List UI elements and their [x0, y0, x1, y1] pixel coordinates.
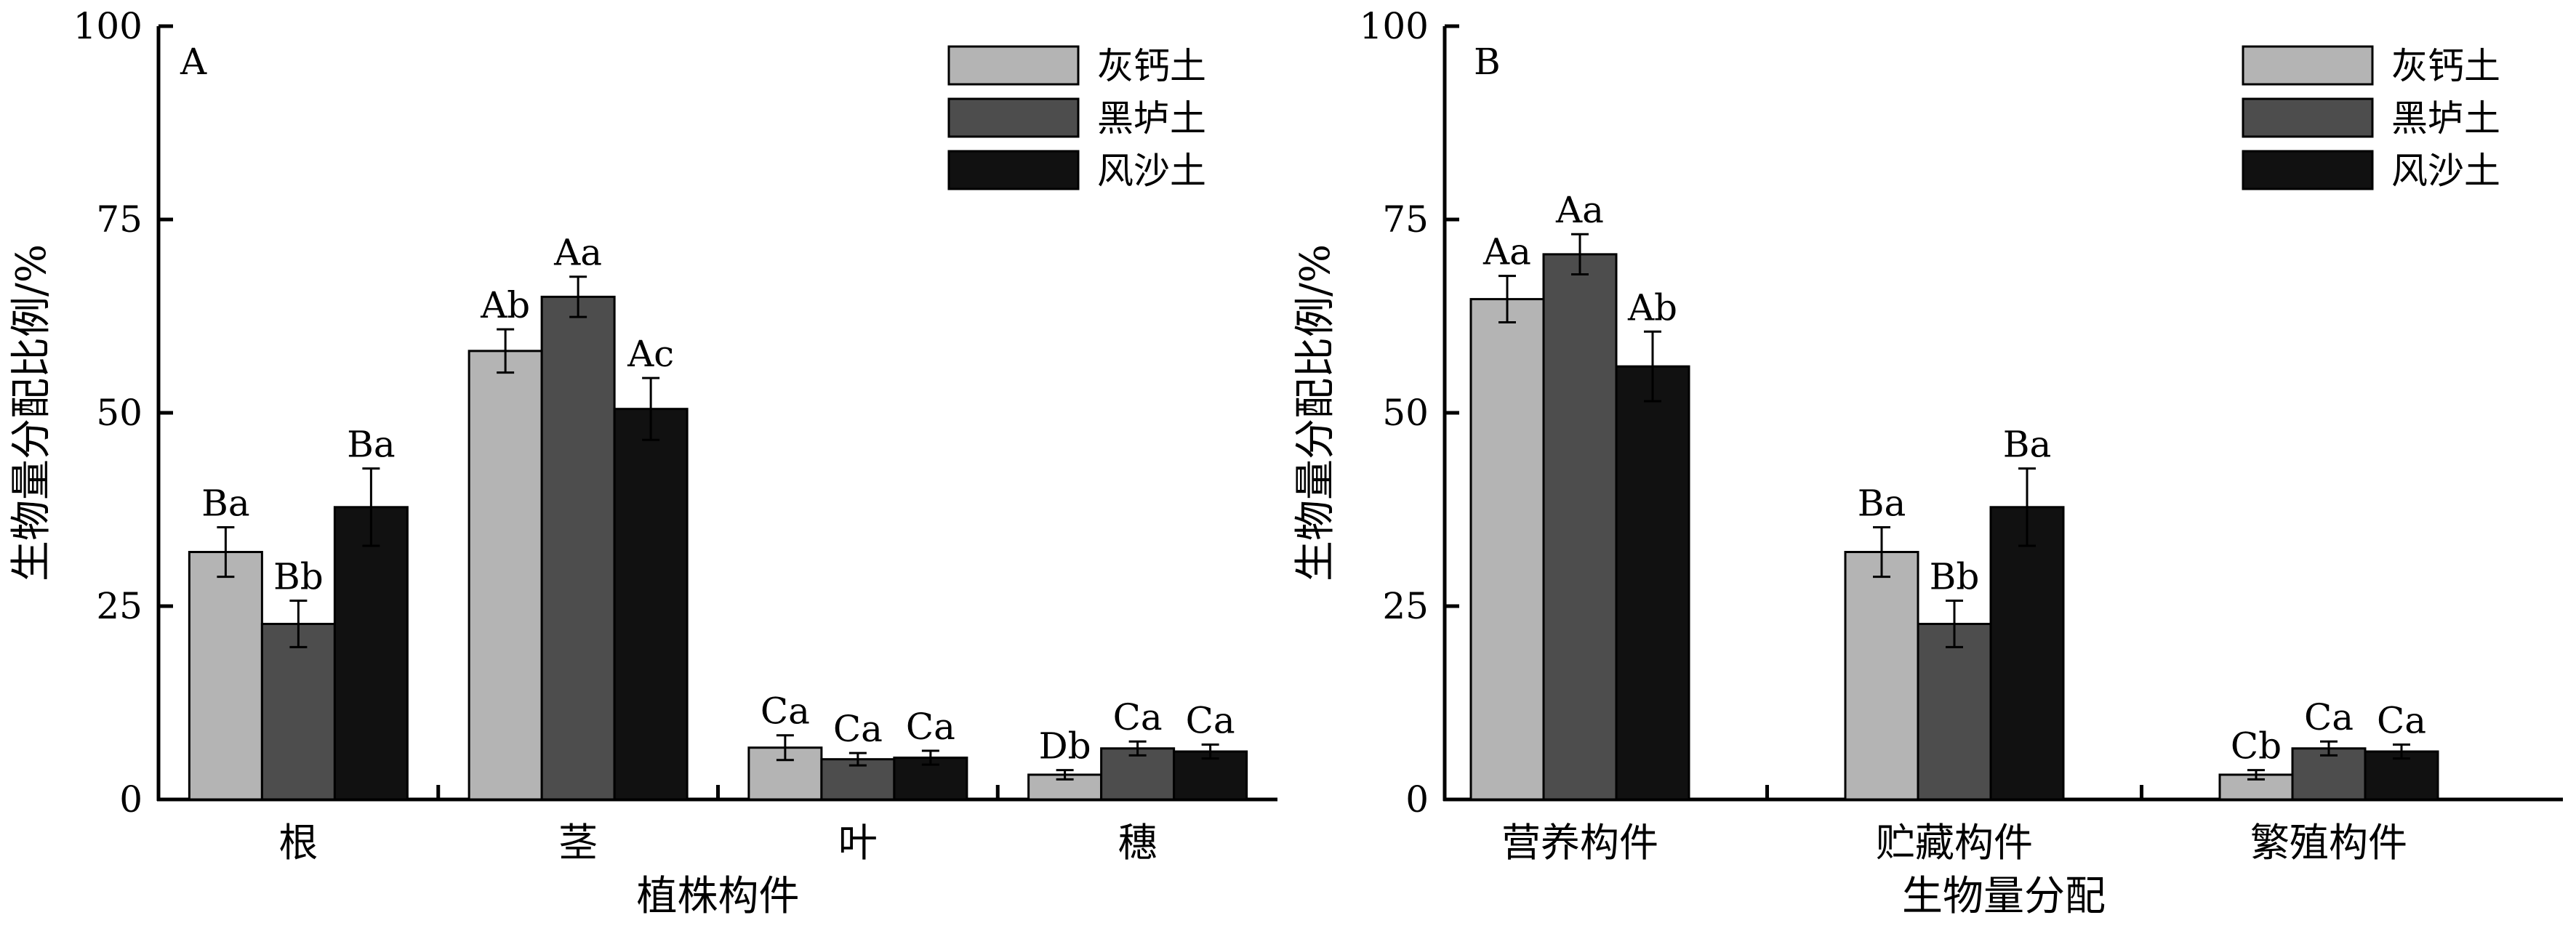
legend-label-1-1: 黑垆土 — [2391, 97, 2500, 140]
x-tick-label-0-0: 根 — [278, 820, 318, 866]
bar-label-0-1-2: Ac — [627, 333, 674, 375]
y-tick-label-1-2: 50 — [1382, 392, 1429, 434]
bar-1-1-2 — [1989, 506, 2065, 801]
legend-label-0-2: 风沙土 — [1097, 150, 1206, 192]
bar-label-0-3-1: Ca — [1113, 696, 1163, 738]
bar-0-0-2 — [333, 506, 409, 801]
bar-label-1-0-2: Ab — [1627, 286, 1677, 329]
legend-swatch-0-2 — [947, 150, 1080, 190]
legend-label-0-0: 灰钙土 — [1097, 45, 1206, 87]
x-tick-label-1-0: 营养构件 — [1501, 820, 1658, 866]
bar-label-0-0-0: Ba — [201, 482, 250, 524]
bar-label-1-2-0: Cb — [2231, 725, 2282, 767]
bar-label-0-1-1: Aa — [553, 232, 602, 274]
bar-label-1-1-2: Ba — [2003, 424, 2052, 466]
legend-swatch-0-0 — [947, 45, 1080, 86]
panel-label-0: A — [180, 41, 207, 83]
bar-0-1-1 — [540, 295, 616, 801]
bar-1-2-1 — [2291, 747, 2367, 801]
legend-swatch-1-0 — [2242, 45, 2374, 86]
bar-0-1-0 — [468, 350, 543, 801]
bar-0-0-0 — [188, 551, 263, 801]
bar-label-1-1-0: Ba — [1858, 482, 1906, 524]
bar-1-0-1 — [1542, 253, 1618, 801]
bar-label-0-0-1: Bb — [273, 556, 324, 598]
y-tick-label-0-1: 25 — [96, 585, 143, 627]
bar-label-0-0-2: Ba — [347, 424, 396, 466]
bar-label-1-0-0: Aa — [1482, 231, 1531, 273]
x-tick-label-1-2: 繁殖构件 — [2250, 820, 2407, 866]
x-tick-label-1-1: 贮藏构件 — [1876, 820, 2033, 866]
bar-label-1-0-1: Aa — [1555, 189, 1604, 231]
y-tick-label-0-2: 50 — [96, 392, 143, 434]
legend-label-1-0: 灰钙土 — [2391, 45, 2500, 87]
x-tick-label-0-2: 叶 — [838, 820, 878, 866]
y-tick-label-0-4: 100 — [73, 5, 143, 47]
bar-1-0-0 — [1469, 298, 1545, 801]
x-axis-label-1: 生物量分配 — [1902, 873, 2106, 920]
bar-label-0-3-0: Db — [1039, 725, 1091, 767]
y-tick-label-0-3: 75 — [96, 198, 143, 241]
y-tick-label-1-4: 100 — [1360, 5, 1429, 47]
bar-label-0-2-1: Ca — [833, 708, 883, 750]
legend-swatch-1-1 — [2242, 97, 2374, 138]
bar-label-1-1-1: Bb — [1930, 556, 1980, 598]
legend-label-1-2: 风沙土 — [2391, 150, 2500, 192]
bar-label-0-2-0: Ca — [761, 690, 810, 733]
legend-label-0-1: 黑垆土 — [1097, 97, 1206, 140]
bar-0-1-2 — [613, 408, 689, 801]
x-tick-label-0-3: 穗 — [1118, 820, 1157, 866]
bar-1-0-2 — [1615, 365, 1690, 801]
panel-label-1: B — [1474, 41, 1501, 83]
bar-label-1-2-1: Ca — [2304, 696, 2354, 738]
x-axis-label-0: 植株构件 — [637, 873, 800, 920]
bar-1-1-0 — [1844, 551, 1919, 801]
bar-label-0-2-2: Ca — [906, 706, 955, 748]
bar-0-0-1 — [260, 622, 336, 801]
bar-label-1-2-2: Ca — [2377, 699, 2426, 741]
y-axis-label-1: 生物量分配比例/% — [1292, 244, 1339, 581]
bar-label-0-3-2: Ca — [1186, 699, 1235, 741]
y-tick-label-1-1: 25 — [1382, 585, 1429, 627]
y-tick-label-1-3: 75 — [1382, 198, 1429, 241]
bar-label-0-1-0: Ab — [480, 284, 530, 326]
y-tick-label-0-0: 0 — [119, 778, 143, 821]
x-tick-label-0-1: 茎 — [558, 820, 598, 866]
legend-swatch-1-2 — [2242, 150, 2374, 190]
bar-1-1-1 — [1917, 622, 1992, 801]
y-axis-label-0: 生物量分配比例/% — [8, 244, 55, 581]
legend-swatch-0-1 — [947, 97, 1080, 138]
y-tick-label-1-0: 0 — [1405, 778, 1429, 821]
